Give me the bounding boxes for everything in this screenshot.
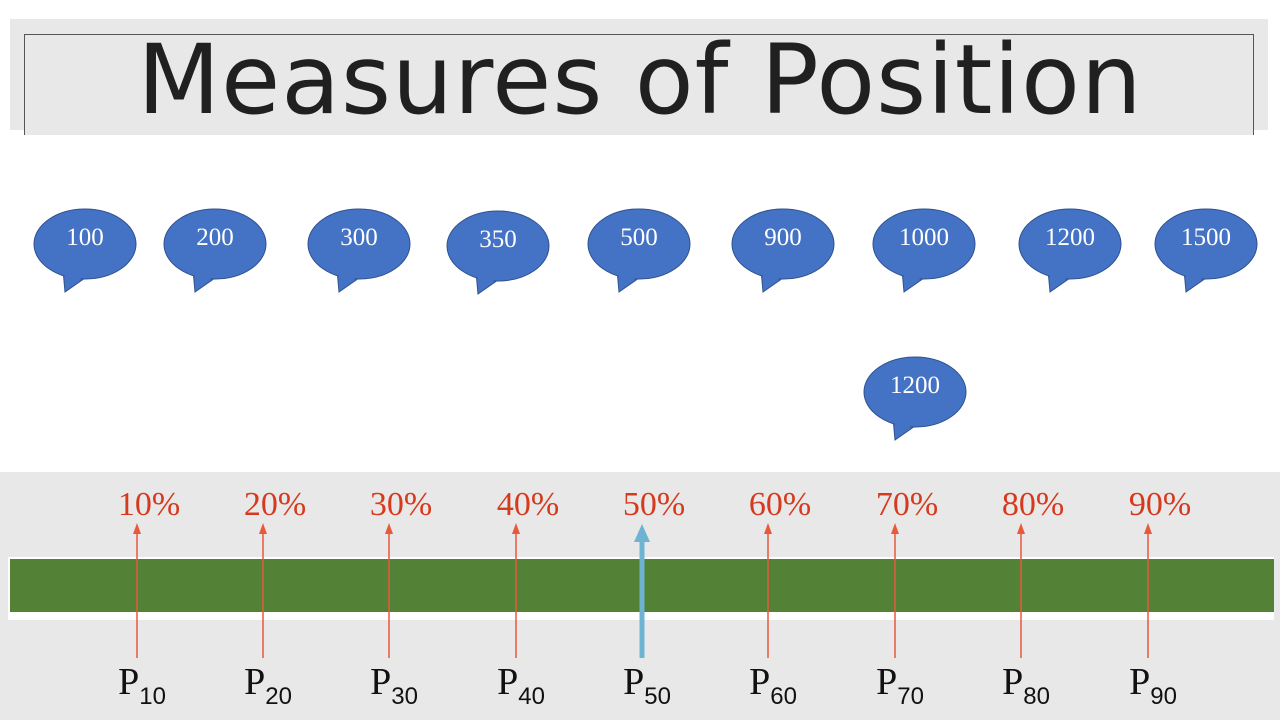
percent-label: 70% (875, 486, 939, 523)
percent-label: 20% (243, 486, 307, 523)
speech-bubble-icon (1018, 208, 1122, 293)
value-label: 350 (479, 226, 517, 253)
value-label: 200 (196, 224, 234, 251)
value-label: 900 (764, 224, 802, 251)
value-label: 100 (66, 224, 104, 251)
percentile-label: P10 (92, 660, 192, 711)
percentile-label: P90 (1103, 660, 1203, 711)
value-bubble: 350 (446, 210, 550, 295)
value-bubble: 200 (163, 208, 267, 293)
value-bubble: 1500 (1154, 208, 1258, 293)
percentile-subscript: 80 (1023, 683, 1050, 710)
speech-bubble-icon (731, 208, 835, 293)
percent-label: 90% (1128, 486, 1192, 523)
percentile-symbol: P (1129, 661, 1151, 703)
value-bubble: 500 (587, 208, 691, 293)
percentile-symbol: P (749, 661, 771, 703)
percentile-label: P60 (723, 660, 823, 711)
percent-label: 80% (1001, 486, 1065, 523)
value-label: 1500 (1181, 224, 1231, 251)
speech-bubble-icon (307, 208, 411, 293)
percentile-symbol: P (118, 661, 140, 703)
speech-bubble-icon (1154, 208, 1258, 293)
percentile-subscript: 20 (265, 683, 292, 710)
percentile-subscript: 70 (897, 683, 924, 710)
percentile-label: P70 (850, 660, 950, 711)
speech-bubble-icon (446, 210, 550, 295)
percentile-symbol: P (244, 661, 266, 703)
value-bubble: 1000 (872, 208, 976, 293)
speech-bubble-icon (163, 208, 267, 293)
value-label: 1000 (899, 224, 949, 251)
percentile-symbol: P (1002, 661, 1024, 703)
speech-bubble-icon (33, 208, 137, 293)
percentile-subscript: 10 (139, 683, 166, 710)
value-label: 1200 (890, 372, 940, 399)
speech-bubble-icon (872, 208, 976, 293)
title-box (24, 34, 1254, 135)
percent-label: 30% (369, 486, 433, 523)
percentile-symbol: P (876, 661, 898, 703)
percentile-subscript: 60 (770, 683, 797, 710)
percentile-label: P50 (597, 660, 697, 711)
percentile-subscript: 50 (644, 683, 671, 710)
value-bubble: 900 (731, 208, 835, 293)
percentile-subscript: 30 (391, 683, 418, 710)
percentile-symbol: P (623, 661, 645, 703)
value-bubble: 1200 (1018, 208, 1122, 293)
speech-bubble-icon (863, 356, 967, 441)
percentile-symbol: P (497, 661, 519, 703)
value-label: 1200 (1045, 224, 1095, 251)
percentile-label: P40 (471, 660, 571, 711)
percent-label: 10% (117, 486, 181, 523)
page-title: Measures of Position (137, 24, 1143, 136)
percentile-label: P80 (976, 660, 1076, 711)
value-bubble: 100 (33, 208, 137, 293)
percentile-symbol: P (370, 661, 392, 703)
value-bubble: 1200 (863, 356, 967, 441)
percentile-label: P30 (344, 660, 444, 711)
value-bubble: 300 (307, 208, 411, 293)
percentile-subscript: 40 (518, 683, 545, 710)
value-label: 500 (620, 224, 658, 251)
percent-label: 50% (622, 486, 686, 523)
percent-label: 40% (496, 486, 560, 523)
percent-label: 60% (748, 486, 812, 523)
speech-bubble-icon (587, 208, 691, 293)
value-label: 300 (340, 224, 378, 251)
percentile-label: P20 (218, 660, 318, 711)
percentile-subscript: 90 (1150, 683, 1177, 710)
